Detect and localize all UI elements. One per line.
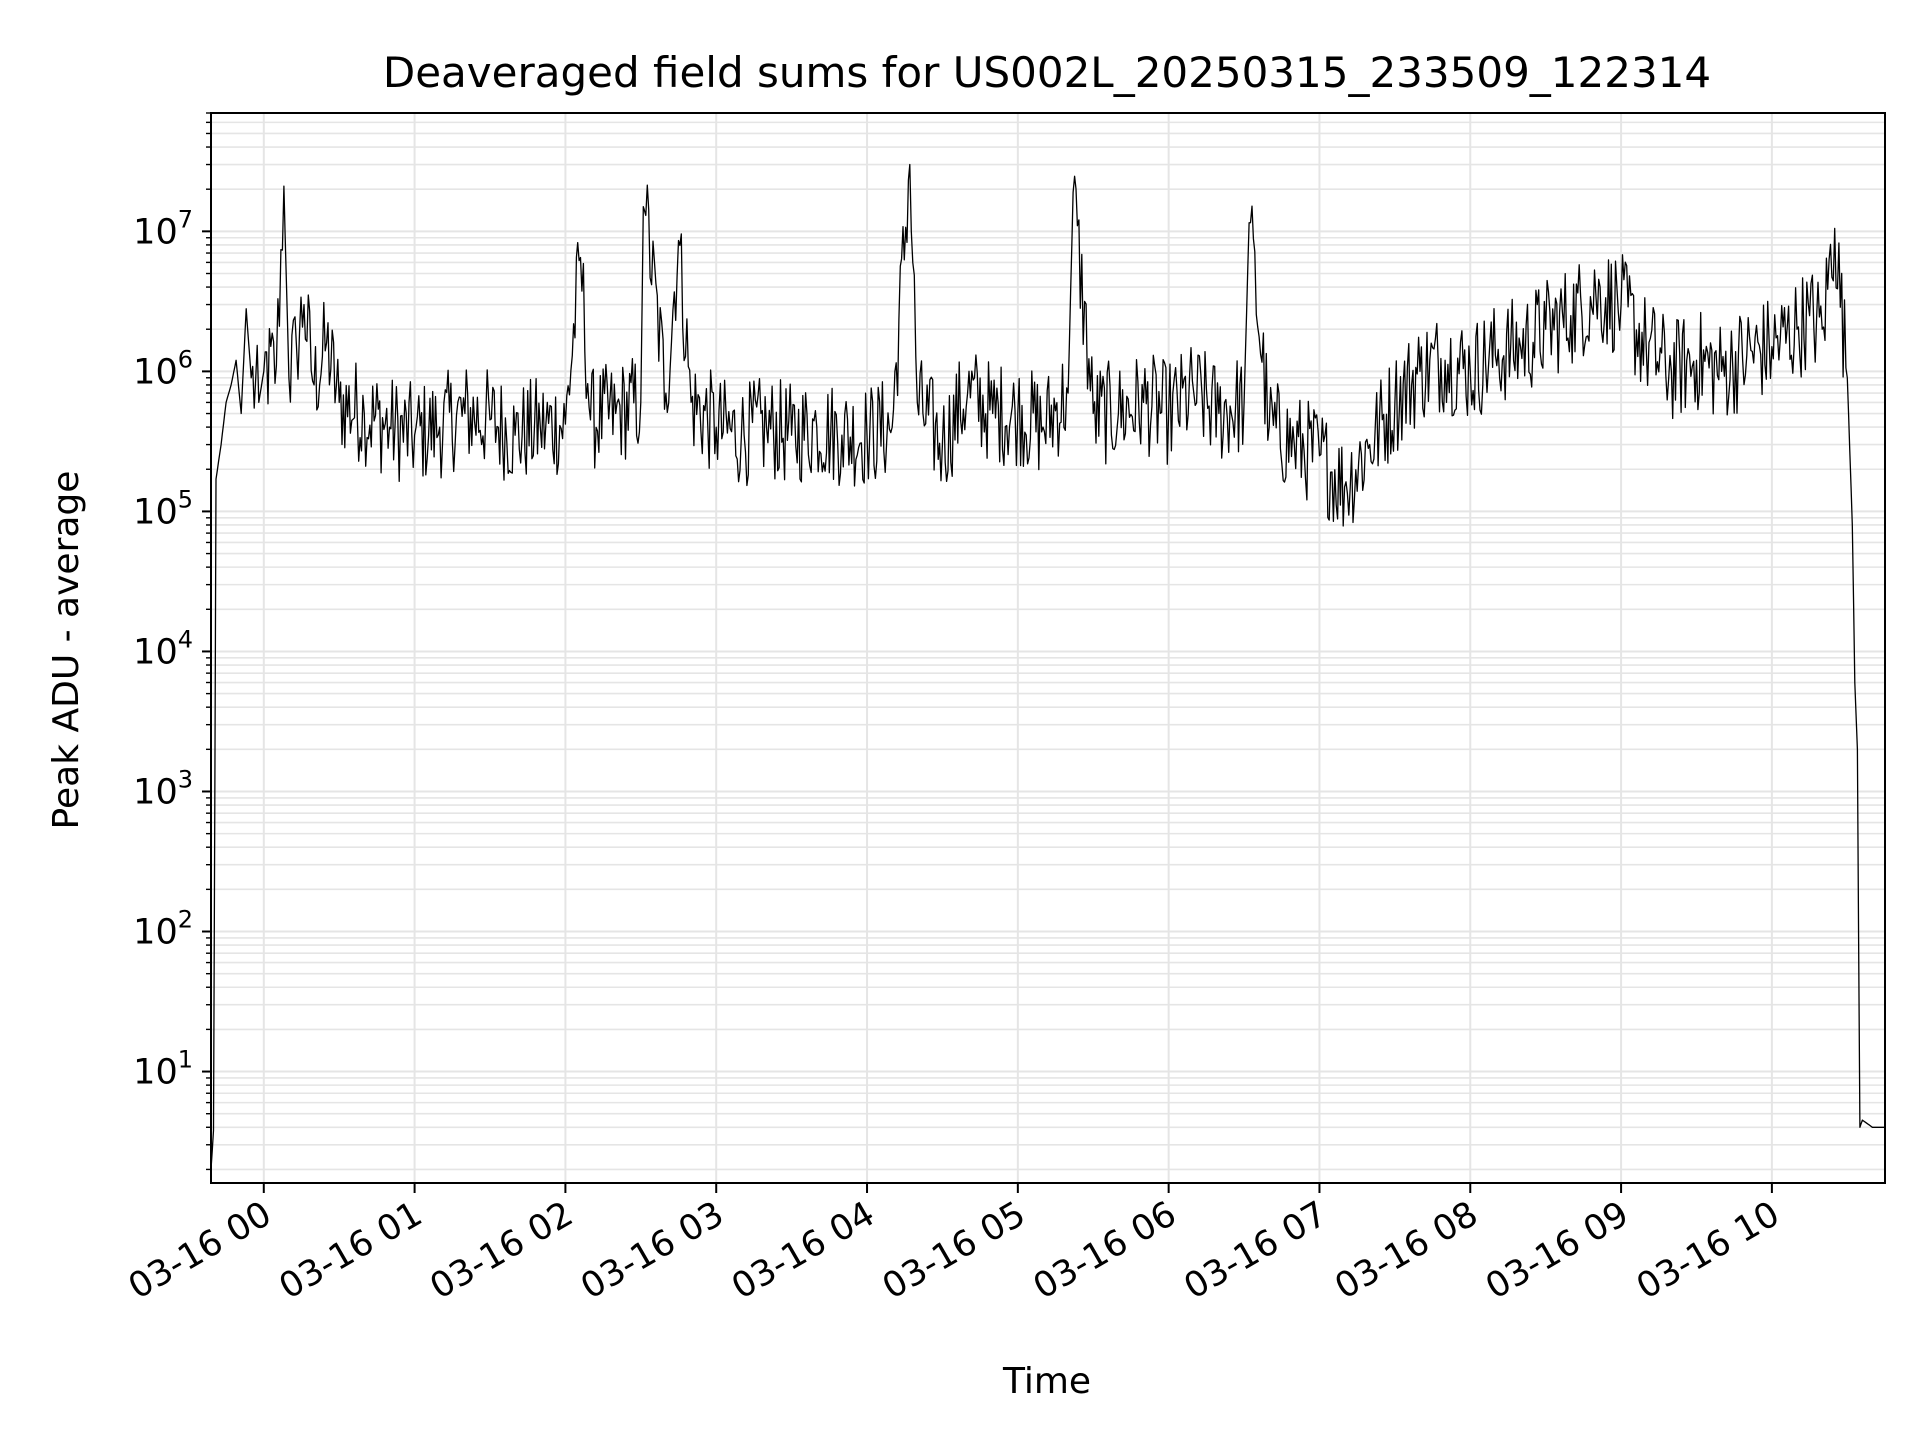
x-tick-label: 03-16 00 xyxy=(122,1194,278,1307)
y-tick-base: 10 xyxy=(133,352,178,392)
y-tick-base: 10 xyxy=(133,632,178,672)
y-tick-base: 10 xyxy=(133,492,178,532)
y-tick-label: 106 xyxy=(133,345,193,392)
x-tick-label: 03-16 07 xyxy=(1178,1194,1334,1307)
y-tick-exponent: 3 xyxy=(178,765,193,793)
series-layer xyxy=(210,163,1885,1170)
y-tick-label: 107 xyxy=(133,205,193,252)
x-tick-label: 03-16 10 xyxy=(1630,1194,1786,1307)
plot-frame xyxy=(210,112,1886,1184)
x-axis-label: Time xyxy=(1002,1361,1091,1402)
x-tick-label: 03-16 02 xyxy=(424,1194,580,1307)
x-tick-label: 03-16 08 xyxy=(1328,1194,1484,1307)
y-tick-label: 104 xyxy=(133,625,193,672)
y-tick-label: 103 xyxy=(133,765,193,812)
y-tick-label: 101 xyxy=(133,1046,193,1093)
y-tick-exponent: 2 xyxy=(178,906,193,934)
y-axis-label: Peak ADU - average xyxy=(46,471,87,830)
y-tick-exponent: 7 xyxy=(178,205,193,233)
y-tick-label: 105 xyxy=(133,485,193,532)
y-tick-base: 10 xyxy=(133,212,178,252)
x-tick-label: 03-16 04 xyxy=(725,1194,881,1307)
y-tick-label: 102 xyxy=(133,906,193,953)
x-tick-label: 03-16 06 xyxy=(1027,1194,1183,1307)
y-tick-exponent: 4 xyxy=(178,625,193,653)
x-tick-label: 03-16 05 xyxy=(876,1194,1032,1307)
y-tick-exponent: 5 xyxy=(178,485,193,513)
x-tick-label: 03-16 09 xyxy=(1479,1194,1635,1307)
y-tick-exponent: 1 xyxy=(178,1046,193,1074)
series-line xyxy=(210,163,1885,1170)
grid xyxy=(211,112,1885,1183)
y-tick-base: 10 xyxy=(133,1053,178,1093)
x-tick-label: 03-16 01 xyxy=(273,1194,429,1307)
y-tick-base: 10 xyxy=(133,913,178,953)
y-tick-base: 10 xyxy=(133,772,178,812)
chart-title: Deaveraged field sums for US002L_2025031… xyxy=(383,48,1711,97)
y-tick-exponent: 6 xyxy=(178,345,193,373)
x-tick-label: 03-16 03 xyxy=(574,1194,730,1307)
